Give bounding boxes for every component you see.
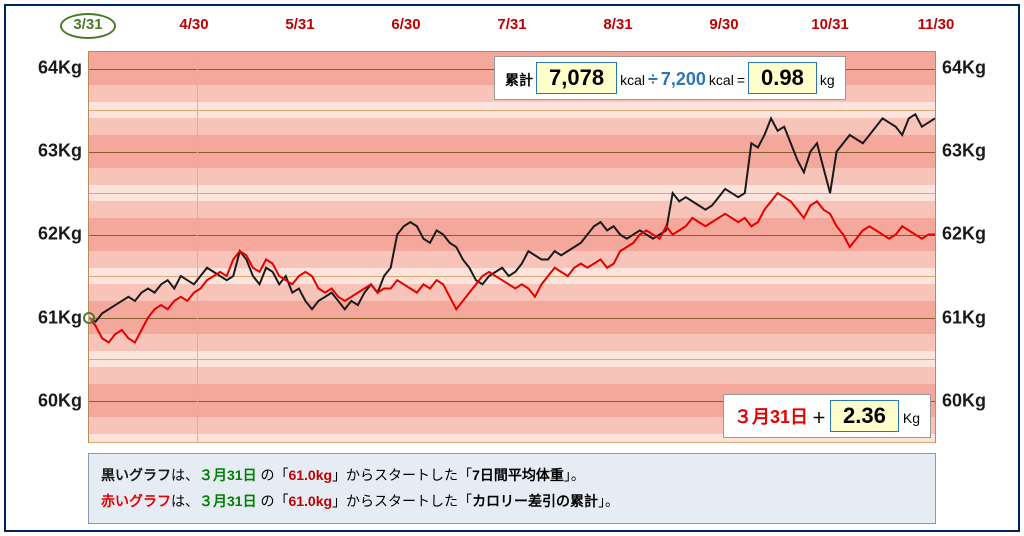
x-tick: 7/31	[497, 16, 526, 33]
bottom-plus: ＋	[812, 408, 826, 428]
legend-line-2: 赤いグラフは、３月31日 の「61.0kg」からスタートした「カロリー差引の累計…	[101, 488, 923, 515]
legend-box: 黒いグラフは、３月31日 の「61.0kg」からスタートした「7日間平均体重」。…	[88, 453, 936, 524]
l1-prefix: 黒いグラフ	[101, 467, 171, 483]
y-tick: 61Kg	[942, 307, 986, 328]
kcal-unit: kcal	[620, 72, 645, 88]
l2-date: ３月31日	[199, 493, 257, 509]
x-tick: 8/31	[603, 16, 632, 33]
legend-line-1: 黒いグラフは、３月31日 の「61.0kg」からスタートした「7日間平均体重」。	[101, 462, 923, 489]
plot-background	[89, 52, 935, 442]
kcal-total-value: 7,078	[536, 62, 617, 94]
l2-prefix: 赤いグラフ	[101, 493, 171, 509]
x-tick: 5/31	[285, 16, 314, 33]
y-tick: 60Kg	[38, 391, 82, 412]
y-tick: 62Kg	[942, 224, 986, 245]
bottom-unit: Kg	[903, 410, 920, 426]
l1-date: ３月31日	[199, 467, 257, 483]
divider: ÷	[648, 69, 658, 90]
bottom-date: ３月31日	[734, 403, 808, 429]
l1-desc: 7日間平均体重	[472, 467, 564, 483]
kcal-basis: 7,200	[661, 69, 706, 90]
chart-lines	[89, 52, 935, 442]
bottom-info-box: ３月31日 ＋ 2.36 Kg	[723, 394, 931, 438]
y-axis-left: 64Kg 63Kg 62Kg 61Kg 60Kg	[6, 6, 88, 530]
chart-frame: 3/314/305/316/307/318/319/3010/3111/30 6…	[4, 4, 1020, 532]
kcal-unit2: kcal	[709, 72, 734, 88]
y-tick: 60Kg	[942, 391, 986, 412]
top-label: 累計	[505, 70, 533, 90]
vertical-marker	[197, 52, 198, 442]
x-tick: 4/30	[179, 16, 208, 33]
l2-desc: カロリー差引の累計	[472, 493, 598, 509]
y-tick: 63Kg	[942, 141, 986, 162]
y-tick: 62Kg	[38, 224, 82, 245]
equals: =	[737, 72, 745, 88]
series-red	[89, 193, 935, 342]
start-point-marker	[83, 312, 95, 324]
x-tick: 9/30	[709, 16, 738, 33]
x-tick: 10/31	[811, 16, 849, 33]
kg-result-value: 0.98	[748, 62, 817, 94]
kg-result-unit: kg	[820, 72, 835, 88]
x-axis: 3/314/305/316/307/318/319/3010/3111/30	[6, 16, 1018, 44]
y-tick: 61Kg	[38, 307, 82, 328]
y-axis-right: 64Kg 63Kg 62Kg 61Kg 60Kg	[936, 6, 1018, 530]
series-black	[89, 114, 935, 321]
y-tick: 64Kg	[942, 57, 986, 78]
x-tick: 6/30	[391, 16, 420, 33]
plot-area: 累計 7,078 kcal ÷ 7,200 kcal = 0.98 kg ３月3…	[88, 51, 936, 443]
top-info-box: 累計 7,078 kcal ÷ 7,200 kcal = 0.98 kg	[494, 56, 846, 100]
y-tick: 64Kg	[38, 57, 82, 78]
l2-weight: 61.0kg	[288, 493, 332, 509]
bottom-value: 2.36	[830, 400, 899, 432]
y-tick: 63Kg	[38, 141, 82, 162]
l1-weight: 61.0kg	[288, 467, 332, 483]
